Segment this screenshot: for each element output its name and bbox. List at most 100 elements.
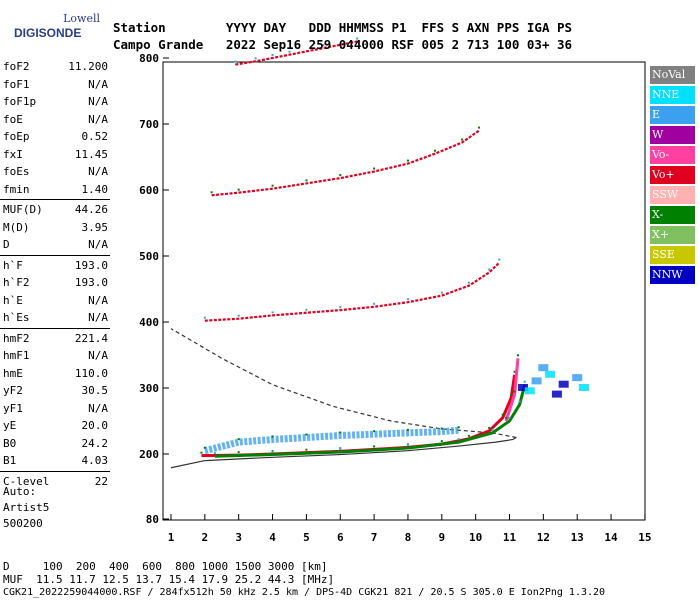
profile-topside bbox=[170, 328, 517, 439]
echo-point bbox=[339, 431, 342, 434]
echo-trace bbox=[235, 40, 358, 66]
param-row: fxI 11.45 bbox=[0, 146, 110, 164]
header-row-values: Campo Grande 2022 Sep16 259 044000 RSF 0… bbox=[113, 37, 573, 52]
spread-echo-point bbox=[558, 380, 569, 388]
echo-point bbox=[271, 311, 274, 314]
echo-trace bbox=[211, 129, 480, 197]
echo-point bbox=[518, 400, 521, 403]
legend-item: W bbox=[650, 126, 695, 144]
echo-point bbox=[237, 438, 240, 441]
param-row: fmin 1.40 bbox=[0, 181, 110, 199]
param-row: C-level 22 bbox=[0, 473, 110, 491]
param-row: MUF(D) 44.26 bbox=[0, 201, 110, 219]
echo-point bbox=[305, 179, 308, 182]
param-label: D bbox=[3, 238, 10, 251]
y-tick-label: 500 bbox=[139, 250, 159, 263]
file-info-row: CGK21_2022259044000.RSF / 284fx512h 50 k… bbox=[3, 587, 606, 598]
param-label: yF2 bbox=[3, 384, 23, 397]
param-separator bbox=[0, 470, 110, 472]
echo-point bbox=[214, 452, 217, 455]
param-value: N/A bbox=[88, 77, 108, 91]
param-value: N/A bbox=[88, 349, 108, 362]
param-label: fmin bbox=[3, 182, 30, 196]
electron-density-profile bbox=[170, 328, 517, 469]
param-label: B0 bbox=[3, 436, 17, 450]
param-label: MUF(D) bbox=[3, 203, 43, 216]
echo-point bbox=[467, 434, 470, 437]
param-label: h`Es bbox=[3, 311, 30, 324]
echo-point bbox=[373, 445, 376, 448]
echo-point bbox=[440, 291, 443, 294]
y-tick-label: 80 bbox=[146, 513, 159, 526]
param-label: h`E bbox=[3, 293, 23, 307]
x-tick-label: 13 bbox=[571, 531, 584, 544]
header-row-labels: Station YYYY DAY DDD HHMMSS P1 FFS S AXN… bbox=[113, 20, 573, 35]
echo-point bbox=[488, 268, 491, 271]
param-value: 44.26 bbox=[74, 203, 108, 216]
echo-point bbox=[406, 428, 409, 431]
echo-point bbox=[203, 316, 206, 319]
legend-item: NNW bbox=[650, 266, 695, 284]
direction-legend: NoVal NNE E W Vo- Vo+ SSW X- X+ SSE NNW bbox=[650, 66, 695, 286]
legend-item: NNE bbox=[650, 86, 695, 104]
y-tick-label: 200 bbox=[139, 448, 159, 461]
param-value: N/A bbox=[88, 95, 108, 108]
logo-lowell-text: Lowell bbox=[63, 12, 100, 25]
echo-point bbox=[322, 44, 325, 47]
echo-point bbox=[254, 57, 257, 60]
echo-point bbox=[491, 428, 494, 431]
param-label: foF1 bbox=[3, 77, 30, 91]
y-tick-label: 600 bbox=[139, 184, 159, 197]
echo-point bbox=[200, 451, 203, 454]
echo-point bbox=[498, 258, 501, 261]
param-row: h`Es N/A bbox=[0, 309, 110, 327]
param-value: 24.2 bbox=[81, 436, 109, 450]
spread-echo-point bbox=[524, 387, 535, 395]
x-tick-label: 10 bbox=[469, 531, 482, 544]
param-row: foEs N/A bbox=[0, 163, 110, 181]
x-tick-label: 8 bbox=[405, 531, 412, 544]
echo-point bbox=[467, 281, 470, 284]
echo-trace bbox=[204, 261, 501, 322]
param-value: N/A bbox=[88, 293, 108, 307]
param-value: 11.200 bbox=[68, 60, 108, 73]
echo-point bbox=[373, 167, 376, 170]
param-label: foE bbox=[3, 112, 23, 126]
echo-point bbox=[406, 159, 409, 162]
param-value: N/A bbox=[88, 165, 108, 178]
echo-point bbox=[237, 451, 240, 454]
x-tick-label: 4 bbox=[269, 531, 276, 544]
param-value: 221.4 bbox=[74, 331, 108, 345]
param-row: yF1 N/A bbox=[0, 400, 110, 418]
param-value: 193.0 bbox=[74, 276, 108, 289]
echo-point bbox=[513, 390, 516, 393]
echo-point bbox=[406, 444, 409, 447]
x-tick-label: 6 bbox=[337, 531, 344, 544]
logo-digisonde-text: DIGISONDE bbox=[14, 26, 82, 40]
echo-point bbox=[457, 426, 460, 429]
param-row: h`F 193.0 bbox=[0, 257, 110, 275]
x-tick-label: 15 bbox=[638, 531, 651, 544]
param-label: h`F2 bbox=[3, 276, 30, 289]
param-row: hmF1 N/A bbox=[0, 347, 110, 365]
param-row: yE 20.0 bbox=[0, 417, 110, 435]
param-label: hmE bbox=[3, 366, 23, 380]
param-row: foF1 N/A bbox=[0, 76, 110, 94]
spread-echo-point bbox=[545, 370, 556, 378]
echo-point bbox=[373, 430, 376, 433]
param-value: 193.0 bbox=[74, 258, 108, 272]
param-row: B1 4.03 bbox=[0, 452, 110, 470]
echo-point bbox=[434, 149, 437, 152]
legend-item: NoVal bbox=[650, 66, 695, 84]
echo-point bbox=[234, 60, 237, 63]
echo-traces bbox=[200, 37, 589, 458]
y-tick-label: 700 bbox=[139, 118, 159, 131]
x-tick-label: 12 bbox=[537, 531, 550, 544]
x-tick-label: 5 bbox=[303, 531, 310, 544]
x-tick-label: 7 bbox=[371, 531, 378, 544]
param-value: 4.03 bbox=[81, 454, 109, 467]
y-axis-ticks: 80200300400500600700800900 bbox=[139, 52, 169, 526]
param-label: B1 bbox=[3, 454, 17, 467]
param-label: yF1 bbox=[3, 401, 23, 415]
echo-point bbox=[210, 191, 213, 194]
